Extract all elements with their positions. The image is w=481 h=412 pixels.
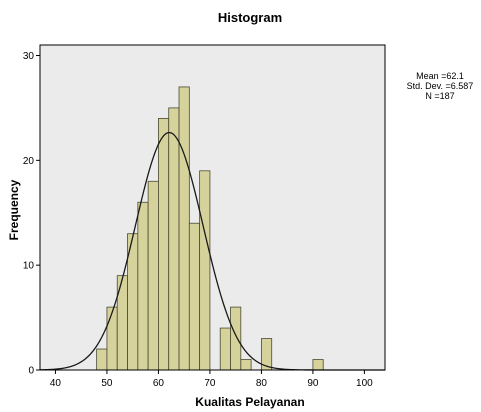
x-axis-label: Kualitas Pelayanan xyxy=(195,395,304,409)
x-tick-label: 100 xyxy=(356,378,373,389)
chart-title: Histogram xyxy=(218,10,282,25)
histogram-bar xyxy=(188,222,201,371)
stats-n: N =187 xyxy=(425,91,454,101)
plot-frame xyxy=(39,44,386,371)
x-tick-label: 70 xyxy=(204,378,216,389)
histogram-bar xyxy=(312,359,324,371)
y-tick-label: 30 xyxy=(23,51,35,62)
x-tick-label: 60 xyxy=(153,378,165,389)
histogram-bar xyxy=(137,201,149,371)
stats-box: Mean =62.1 Std. Dev. =6.587 N =187 xyxy=(407,71,474,101)
histogram-bar xyxy=(96,348,108,371)
plot-area xyxy=(40,45,385,370)
histogram-bar xyxy=(168,107,180,371)
y-axis: 0 10 20 30 xyxy=(23,51,40,377)
histogram-bar xyxy=(199,170,211,371)
x-axis: 40 50 60 70 80 90 100 xyxy=(50,370,373,389)
histogram-bar xyxy=(158,117,170,371)
histogram-bar xyxy=(219,327,231,371)
y-tick-label: 20 xyxy=(23,156,35,167)
y-tick-label: 0 xyxy=(28,366,34,377)
y-tick-label: 10 xyxy=(23,261,35,272)
x-tick-label: 40 xyxy=(50,378,62,389)
x-tick-label: 50 xyxy=(101,378,113,389)
histogram-bar xyxy=(178,86,190,371)
y-axis-label: Frequency xyxy=(7,179,21,240)
histogram-bar xyxy=(147,180,159,371)
stats-std-dev: Std. Dev. =6.587 xyxy=(407,81,474,91)
x-tick-label: 90 xyxy=(307,378,319,389)
histogram-bar xyxy=(230,306,242,371)
x-tick-label: 80 xyxy=(256,378,268,389)
stats-mean: Mean =62.1 xyxy=(416,71,464,81)
histogram-bar xyxy=(240,359,252,371)
histogram-bar xyxy=(106,306,118,371)
bars-group xyxy=(96,86,324,371)
